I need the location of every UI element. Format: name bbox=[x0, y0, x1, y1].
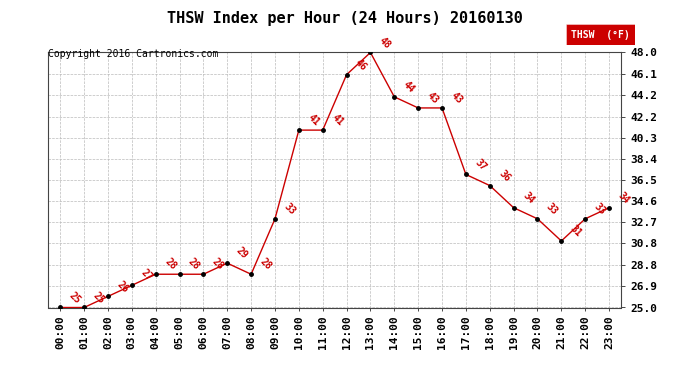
Text: 34: 34 bbox=[616, 190, 631, 206]
Text: 41: 41 bbox=[330, 112, 345, 128]
Text: 48: 48 bbox=[377, 35, 393, 50]
Text: 28: 28 bbox=[163, 257, 178, 272]
Text: 33: 33 bbox=[592, 201, 607, 217]
Text: 28: 28 bbox=[186, 257, 202, 272]
Text: 28: 28 bbox=[258, 257, 273, 272]
Text: 44: 44 bbox=[402, 79, 417, 94]
Text: 33: 33 bbox=[282, 201, 297, 217]
Text: 26: 26 bbox=[115, 279, 130, 294]
Text: 36: 36 bbox=[497, 168, 512, 183]
Text: 31: 31 bbox=[569, 224, 584, 239]
Text: THSW Index per Hour (24 Hours) 20160130: THSW Index per Hour (24 Hours) 20160130 bbox=[167, 11, 523, 26]
Text: 28: 28 bbox=[210, 257, 226, 272]
Text: 27: 27 bbox=[139, 268, 154, 283]
Text: 25: 25 bbox=[67, 290, 83, 305]
Text: 43: 43 bbox=[449, 90, 464, 106]
Text: 33: 33 bbox=[544, 201, 560, 217]
Text: Copyright 2016 Cartronics.com: Copyright 2016 Cartronics.com bbox=[48, 49, 219, 59]
Text: 37: 37 bbox=[473, 157, 489, 172]
Text: 41: 41 bbox=[306, 112, 321, 128]
Text: 25: 25 bbox=[91, 290, 106, 305]
Text: 29: 29 bbox=[234, 246, 250, 261]
Text: 46: 46 bbox=[353, 57, 369, 72]
Text: THSW  (°F): THSW (°F) bbox=[571, 30, 630, 40]
Text: 34: 34 bbox=[520, 190, 536, 206]
Text: 43: 43 bbox=[425, 90, 440, 106]
